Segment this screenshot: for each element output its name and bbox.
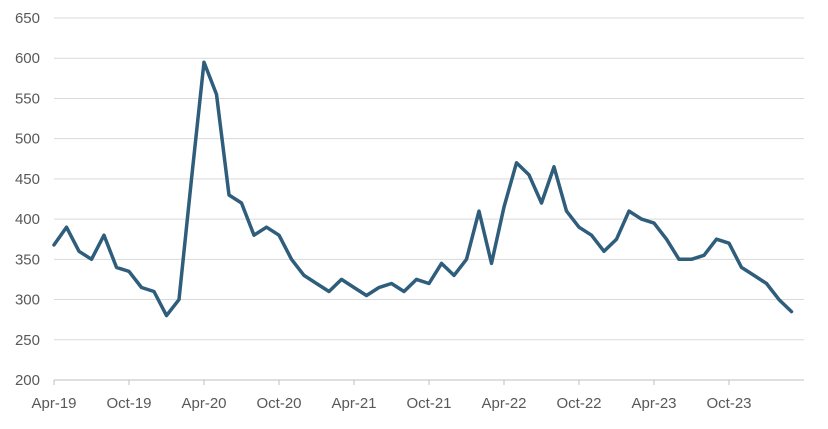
y-tick-label: 350 [15, 251, 40, 268]
y-tick-label: 250 [15, 332, 40, 349]
y-tick-label: 550 [15, 90, 40, 107]
series-line [52, 60, 794, 318]
x-tick-label: Apr-21 [331, 395, 376, 412]
x-tick-label: Apr-19 [31, 395, 76, 412]
y-tick-label: 400 [15, 211, 40, 228]
gridlines [54, 17, 804, 341]
y-axis-ticks: 200 250 300 350 400 450 500 550 600 650 [15, 10, 40, 389]
y-tick-label: 600 [15, 50, 40, 67]
x-tick-label: Apr-23 [631, 395, 676, 412]
y-tick-label: 500 [15, 131, 40, 148]
x-tick-label: Oct-23 [706, 395, 751, 412]
x-tick-label: Apr-22 [481, 395, 526, 412]
x-tick-label: Oct-21 [406, 395, 451, 412]
series-layer [52, 60, 794, 318]
y-tick-label: 650 [15, 10, 40, 27]
x-tick-label: Oct-20 [256, 395, 301, 412]
y-tick-label: 300 [15, 292, 40, 309]
y-tick-label: 200 [15, 372, 40, 389]
x-axis-ticks: Apr-19 Oct-19 Apr-20 Oct-20 Apr-21 Oct-21 Apr-… [31, 380, 752, 412]
y-tick-label: 450 [15, 171, 40, 188]
x-tick-label: Oct-19 [106, 395, 151, 412]
x-tick-label: Apr-20 [181, 395, 226, 412]
x-tick-label: Oct-22 [556, 395, 601, 412]
